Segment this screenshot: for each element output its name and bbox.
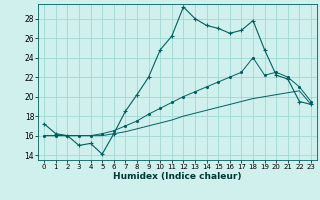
X-axis label: Humidex (Indice chaleur): Humidex (Indice chaleur) [113,172,242,181]
